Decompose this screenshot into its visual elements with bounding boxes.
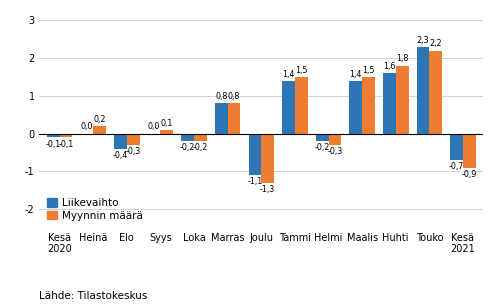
Bar: [429, 51, 442, 134]
Bar: [396, 66, 409, 134]
Bar: [114, 134, 127, 149]
Bar: [181, 134, 194, 141]
Bar: [194, 134, 207, 141]
Text: -0,4: -0,4: [113, 151, 128, 160]
Text: 1,4: 1,4: [350, 70, 362, 78]
Text: -0,9: -0,9: [461, 170, 477, 179]
Text: -0,3: -0,3: [126, 147, 141, 156]
Text: -0,2: -0,2: [193, 143, 208, 153]
Text: -0,1: -0,1: [45, 140, 61, 149]
Bar: [417, 47, 429, 134]
Text: -0,7: -0,7: [449, 162, 464, 171]
Legend: Liikevaihto, Myynnin määrä: Liikevaihto, Myynnin määrä: [45, 196, 145, 223]
Bar: [295, 77, 308, 134]
Text: 1,4: 1,4: [282, 70, 295, 78]
Bar: [350, 81, 362, 134]
Bar: [463, 134, 476, 168]
Text: 0,2: 0,2: [93, 115, 106, 124]
Bar: [328, 134, 341, 145]
Bar: [127, 134, 140, 145]
Text: -1,3: -1,3: [260, 185, 275, 194]
Bar: [160, 130, 173, 134]
Text: -0,1: -0,1: [58, 140, 73, 149]
Text: 2,2: 2,2: [429, 39, 442, 48]
Text: 0,8: 0,8: [215, 92, 227, 101]
Text: -1,1: -1,1: [247, 178, 263, 186]
Bar: [93, 126, 106, 134]
Bar: [60, 134, 72, 137]
Text: 2,3: 2,3: [417, 36, 429, 45]
Bar: [362, 77, 375, 134]
Text: 0,8: 0,8: [228, 92, 240, 101]
Text: 1,5: 1,5: [362, 66, 375, 75]
Text: 1,8: 1,8: [396, 54, 408, 64]
Text: 0,1: 0,1: [161, 119, 173, 128]
Text: Lähde: Tilastokeskus: Lähde: Tilastokeskus: [39, 291, 148, 301]
Bar: [228, 103, 241, 134]
Bar: [282, 81, 295, 134]
Text: -0,3: -0,3: [327, 147, 343, 156]
Bar: [248, 134, 261, 175]
Bar: [450, 134, 463, 160]
Text: 1,6: 1,6: [383, 62, 395, 71]
Bar: [316, 134, 328, 141]
Text: 0,0: 0,0: [148, 123, 160, 131]
Text: -0,2: -0,2: [180, 143, 195, 153]
Bar: [47, 134, 60, 137]
Bar: [383, 73, 396, 134]
Text: 0,0: 0,0: [81, 123, 93, 131]
Bar: [215, 103, 228, 134]
Text: 1,5: 1,5: [295, 66, 308, 75]
Bar: [261, 134, 274, 183]
Text: -0,2: -0,2: [315, 143, 330, 153]
